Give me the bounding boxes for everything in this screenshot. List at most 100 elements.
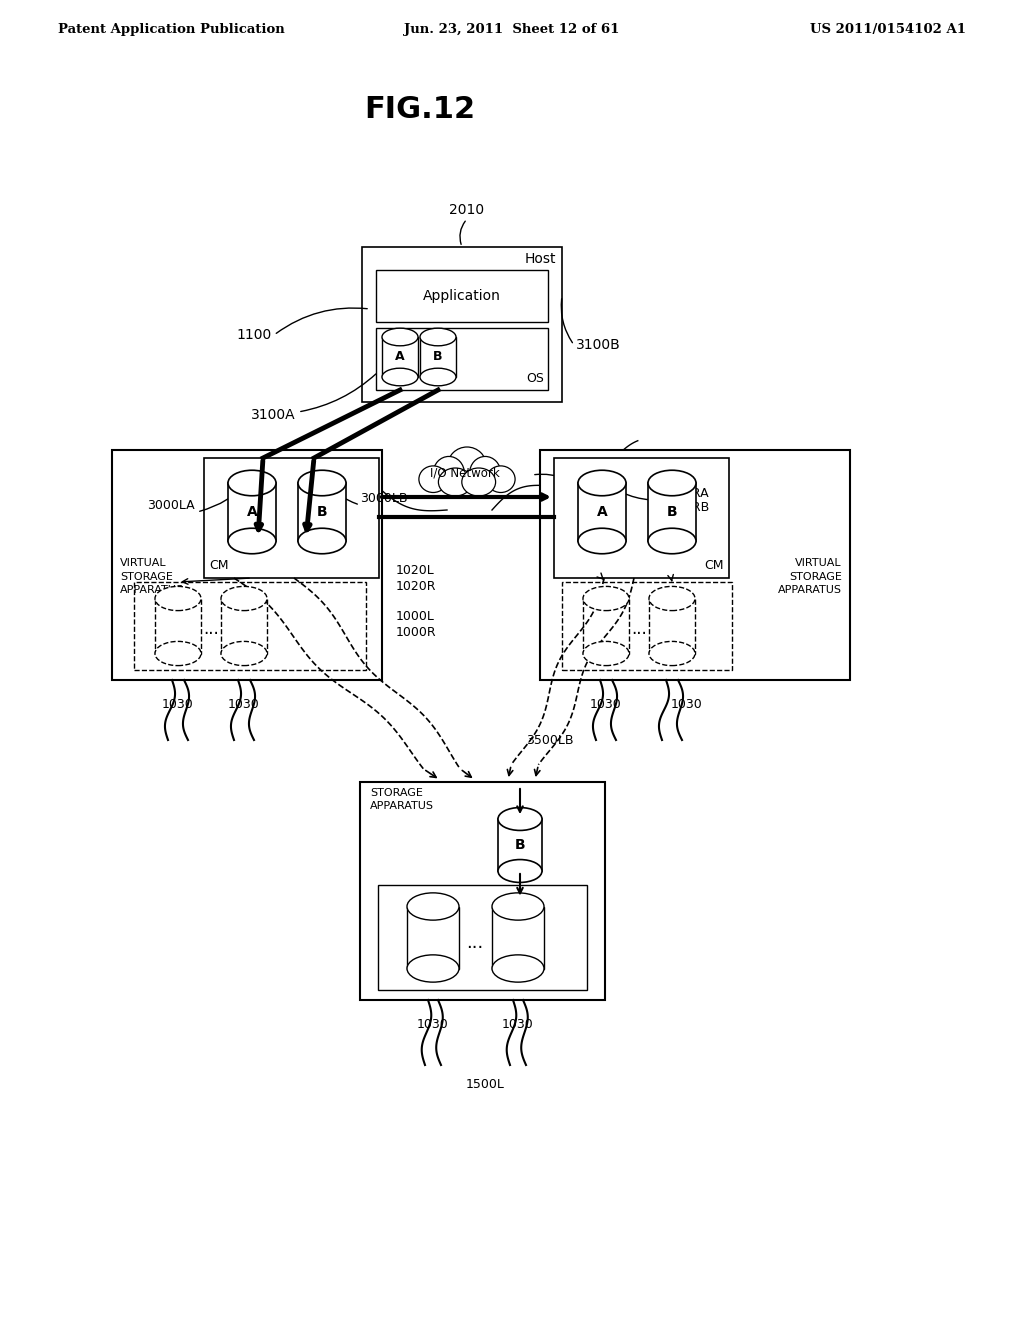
Ellipse shape	[492, 892, 544, 920]
Text: 3500LB: 3500LB	[526, 734, 573, 747]
Text: 1000L: 1000L	[396, 610, 435, 623]
Ellipse shape	[583, 642, 629, 665]
Ellipse shape	[578, 470, 626, 496]
Ellipse shape	[433, 457, 465, 490]
Text: Application: Application	[423, 289, 501, 304]
Text: 1030: 1030	[590, 698, 622, 711]
Ellipse shape	[447, 447, 486, 486]
Ellipse shape	[470, 457, 501, 490]
Text: Jun. 23, 2011  Sheet 12 of 61: Jun. 23, 2011 Sheet 12 of 61	[404, 24, 620, 37]
Text: 3100A: 3100A	[251, 408, 296, 422]
Ellipse shape	[498, 859, 542, 883]
Ellipse shape	[221, 586, 267, 611]
Ellipse shape	[382, 368, 418, 385]
FancyBboxPatch shape	[562, 582, 732, 671]
Text: 1030: 1030	[162, 698, 194, 711]
Text: B: B	[515, 838, 525, 851]
Text: ...: ...	[203, 620, 219, 638]
Ellipse shape	[486, 466, 515, 492]
Text: A: A	[597, 506, 607, 519]
Text: B: B	[667, 506, 677, 519]
FancyBboxPatch shape	[155, 598, 201, 653]
FancyBboxPatch shape	[583, 598, 629, 653]
Text: 3000RB: 3000RB	[660, 502, 710, 513]
Text: 1100: 1100	[237, 327, 272, 342]
Text: 1020R: 1020R	[396, 579, 436, 593]
FancyBboxPatch shape	[112, 450, 382, 680]
FancyBboxPatch shape	[578, 483, 626, 541]
Text: Patent Application Publication: Patent Application Publication	[58, 24, 285, 37]
Text: ...: ...	[631, 620, 647, 638]
Ellipse shape	[420, 368, 456, 385]
Ellipse shape	[228, 470, 276, 496]
Text: 3000LA: 3000LA	[147, 499, 195, 512]
Ellipse shape	[298, 528, 346, 554]
Text: OS: OS	[526, 372, 544, 385]
Text: VIRTUAL
STORAGE
APPARATUS: VIRTUAL STORAGE APPARATUS	[778, 558, 842, 595]
Ellipse shape	[221, 642, 267, 665]
FancyBboxPatch shape	[362, 247, 562, 403]
Text: US 2011/0154102 A1: US 2011/0154102 A1	[810, 24, 966, 37]
Ellipse shape	[648, 470, 696, 496]
FancyBboxPatch shape	[376, 327, 548, 389]
FancyBboxPatch shape	[204, 458, 379, 578]
Text: 3000RA: 3000RA	[660, 487, 709, 500]
Text: 2010: 2010	[450, 203, 484, 216]
Text: 1030: 1030	[417, 1018, 449, 1031]
Text: 1500L: 1500L	[466, 1078, 505, 1092]
Text: B: B	[316, 506, 328, 519]
FancyBboxPatch shape	[498, 818, 542, 871]
Ellipse shape	[649, 586, 695, 611]
Text: Host: Host	[524, 252, 556, 267]
FancyBboxPatch shape	[221, 598, 267, 653]
Text: 3100B: 3100B	[575, 338, 621, 352]
FancyBboxPatch shape	[407, 907, 459, 969]
FancyBboxPatch shape	[298, 483, 346, 541]
FancyBboxPatch shape	[649, 598, 695, 653]
Text: A: A	[247, 506, 257, 519]
FancyBboxPatch shape	[540, 450, 850, 680]
FancyBboxPatch shape	[378, 884, 587, 990]
Ellipse shape	[407, 892, 459, 920]
FancyBboxPatch shape	[420, 337, 456, 378]
Ellipse shape	[583, 586, 629, 611]
Ellipse shape	[382, 329, 418, 346]
FancyBboxPatch shape	[554, 458, 729, 578]
Text: 1300: 1300	[570, 475, 605, 488]
Text: B: B	[433, 351, 442, 363]
FancyBboxPatch shape	[228, 483, 276, 541]
Ellipse shape	[578, 528, 626, 554]
Text: STORAGE
APPARATUS: STORAGE APPARATUS	[370, 788, 434, 812]
Text: CM: CM	[705, 558, 724, 572]
Ellipse shape	[649, 642, 695, 665]
Text: A: A	[395, 351, 404, 363]
Ellipse shape	[298, 470, 346, 496]
FancyBboxPatch shape	[360, 781, 605, 1001]
Ellipse shape	[420, 329, 456, 346]
FancyBboxPatch shape	[382, 337, 418, 378]
Text: 3000LB: 3000LB	[360, 492, 408, 506]
Ellipse shape	[407, 954, 459, 982]
Text: FIG.12: FIG.12	[365, 95, 475, 124]
Ellipse shape	[648, 528, 696, 554]
Ellipse shape	[228, 528, 276, 554]
Text: VIRTUAL
STORAGE
APPARATUS: VIRTUAL STORAGE APPARATUS	[120, 558, 184, 595]
FancyBboxPatch shape	[492, 907, 544, 969]
Text: 1020L: 1020L	[396, 564, 435, 577]
Text: ...: ...	[466, 933, 483, 952]
Text: 1000R: 1000R	[396, 626, 436, 639]
Text: CM: CM	[209, 558, 228, 572]
Text: I/O Network: I/O Network	[430, 466, 500, 479]
FancyBboxPatch shape	[134, 582, 366, 671]
Ellipse shape	[462, 469, 496, 496]
FancyBboxPatch shape	[648, 483, 696, 541]
Ellipse shape	[438, 469, 472, 496]
FancyBboxPatch shape	[376, 271, 548, 322]
Text: 1030: 1030	[671, 698, 702, 711]
Ellipse shape	[419, 466, 447, 492]
Text: 1030: 1030	[502, 1018, 534, 1031]
Text: 1030: 1030	[228, 698, 260, 711]
Ellipse shape	[155, 586, 201, 611]
Ellipse shape	[155, 642, 201, 665]
Ellipse shape	[492, 954, 544, 982]
